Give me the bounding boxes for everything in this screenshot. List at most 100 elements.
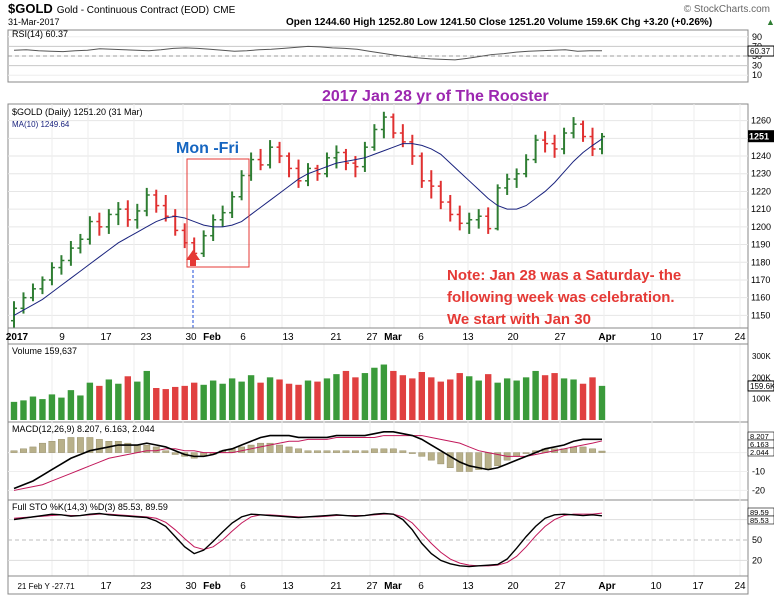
date-tick-label: 27 xyxy=(554,581,566,592)
volume-bar xyxy=(276,379,283,420)
macd-histogram-bar xyxy=(95,439,103,453)
volume-bar xyxy=(447,379,454,420)
date-tick-label: Feb xyxy=(203,581,221,592)
chart-marks: 1260125012401230122012101200119011801170… xyxy=(8,32,774,568)
volume-bar xyxy=(466,376,473,420)
volume-bar xyxy=(153,388,160,420)
volume-bar xyxy=(96,385,103,420)
volume-bar xyxy=(570,379,577,420)
rsi-current-label: 60.37 xyxy=(750,47,771,56)
volume-bar xyxy=(67,390,75,420)
macd-histogram-bar xyxy=(389,448,397,453)
sto-current-label: 85.53 xyxy=(750,516,769,525)
volume-bar xyxy=(532,370,539,420)
volume-bar xyxy=(399,375,407,420)
sto-tick-label: 20 xyxy=(752,555,762,565)
volume-bar xyxy=(219,383,226,420)
volume-bar xyxy=(58,397,65,420)
brand-watermark: © StockCharts.com xyxy=(684,4,770,15)
volume-bar xyxy=(172,386,179,420)
volume-bar xyxy=(598,385,606,420)
macd-histogram-bar xyxy=(133,444,141,453)
date-tick-label: 6 xyxy=(418,332,424,343)
macd-histogram-bar xyxy=(29,446,37,453)
macd-histogram-bar xyxy=(598,450,606,453)
note-line-1: Note: Jan 28 was a Saturday- the xyxy=(447,267,681,284)
macd-histogram-bar xyxy=(418,452,426,457)
ohlc-readout: Open 1244.60 High 1252.80 Low 1241.50 Cl… xyxy=(286,17,712,28)
macd-current-tag xyxy=(747,447,774,457)
price-panel xyxy=(7,103,749,329)
volume-bar xyxy=(494,382,501,420)
date-axis-top xyxy=(7,327,749,345)
volume-bar xyxy=(314,381,321,420)
date-tick-label: Feb xyxy=(203,332,221,343)
rsi-tick-label: 30 xyxy=(752,61,762,71)
price-tick-label: 1150 xyxy=(751,310,770,320)
rsi-label: RSI(14) 60.37 xyxy=(12,29,68,39)
volume-current-tag xyxy=(747,380,774,392)
macd-histogram-bar xyxy=(285,446,293,453)
price-tick-label: 1220 xyxy=(751,186,771,196)
date-tick-label: 10 xyxy=(650,332,662,343)
volume-tick-label: 300K xyxy=(752,352,771,361)
price-tick-label: 1200 xyxy=(751,222,771,232)
macd-histogram-bar xyxy=(342,450,350,453)
volume-bar xyxy=(409,378,416,420)
volume-bar xyxy=(323,378,331,420)
note-line-3: We start with Jan 30 xyxy=(447,311,591,328)
macd-histogram-bar xyxy=(276,444,283,453)
date-tick-label: 23 xyxy=(140,332,152,343)
volume-bar xyxy=(124,376,132,420)
volume-bar xyxy=(209,380,217,420)
volume-bar xyxy=(503,378,511,420)
macd-histogram-bar xyxy=(266,442,274,453)
macd-histogram-bar xyxy=(361,450,369,453)
price-tick-label: 1210 xyxy=(751,204,771,214)
volume-bar xyxy=(456,373,463,420)
mon-fri-label: Mon -Fri xyxy=(176,140,239,157)
volume-bar xyxy=(200,384,207,420)
date-tick-label: 27 xyxy=(554,332,566,343)
date-tick-label: 6 xyxy=(240,332,246,343)
macd-signal-line xyxy=(13,435,603,491)
macd-histogram-bar xyxy=(58,439,65,453)
volume-bar xyxy=(551,373,558,420)
volume-bar xyxy=(143,370,150,420)
volume-bar xyxy=(560,378,568,420)
macd-histogram-bar xyxy=(76,437,84,453)
date-tick-label: 30 xyxy=(185,581,197,592)
rsi-tick-label: 10 xyxy=(752,70,762,80)
volume-bar xyxy=(361,373,369,420)
macd-current-label: 8.207 xyxy=(750,432,769,441)
macd-histogram-bar xyxy=(314,450,321,453)
macd-histogram-bar xyxy=(48,441,56,453)
chart-title: 2017 Jan 28 yr of The Rooster xyxy=(322,88,549,105)
volume-bar xyxy=(513,380,520,420)
chart-date: 31-Mar-2017 xyxy=(8,17,60,27)
date-tick-label: 30 xyxy=(185,332,197,343)
volume-bar xyxy=(77,395,84,420)
price-tick-label: 1240 xyxy=(751,151,771,161)
macd-histogram-bar xyxy=(323,450,331,453)
up-arrow-icon xyxy=(186,250,200,266)
macd-histogram-bar xyxy=(380,448,388,453)
symbol-title: $GOLD Gold - Continuous Contract (EOD) CME xyxy=(8,1,236,16)
date-tick-label: 6 xyxy=(418,581,424,592)
volume-bar xyxy=(105,379,113,420)
ma-label: MA(10) 1249.64 xyxy=(12,120,70,129)
price-current-label: 1251 xyxy=(749,132,769,142)
date-tick-label: 17 xyxy=(100,581,112,592)
price-tick-label: 1180 xyxy=(751,257,770,267)
date-tick-label: 17 xyxy=(692,581,704,592)
macd-histogram-bar xyxy=(579,446,587,453)
volume-bar xyxy=(257,382,264,420)
macd-histogram-bar xyxy=(399,450,407,453)
volume-bar xyxy=(48,394,56,420)
date-tick-label: 2017 xyxy=(6,332,29,343)
volume-bar xyxy=(285,383,293,420)
volume-bar xyxy=(342,370,350,420)
date-tick-label: 20 xyxy=(507,332,519,343)
rsi-tick-label: 90 xyxy=(752,32,762,42)
volume-bar xyxy=(247,375,255,420)
